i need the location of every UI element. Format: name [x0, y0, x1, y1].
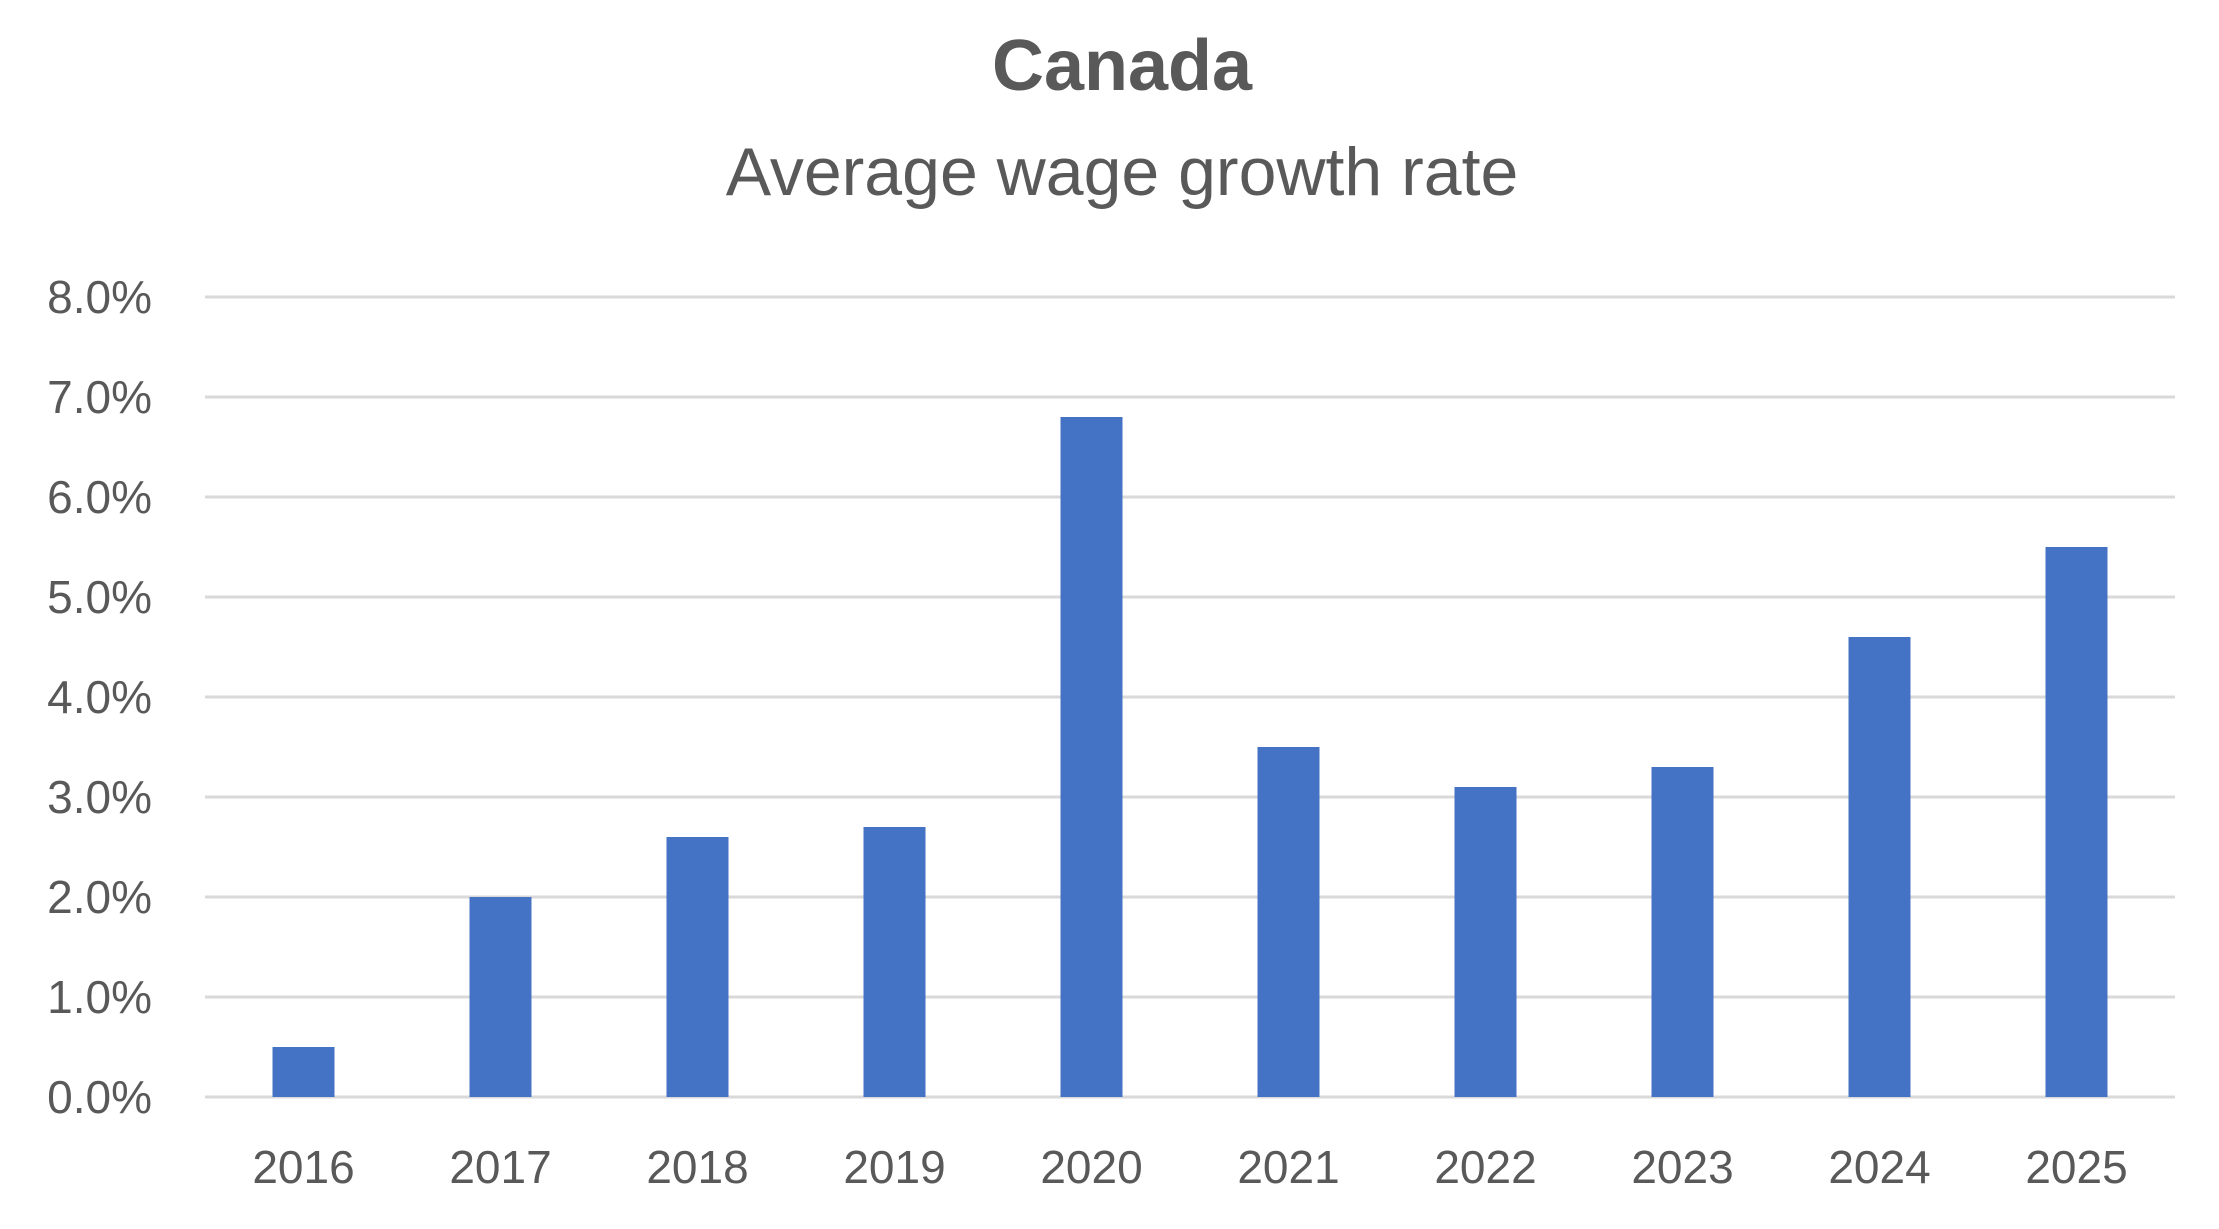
bar-2025: [2045, 547, 2108, 1097]
x-tick-label-2017: 2017: [449, 1141, 551, 1193]
bar-2022: [1454, 787, 1517, 1097]
y-tick-label-4: 4.0%: [47, 671, 152, 723]
x-tick-label-2021: 2021: [1237, 1141, 1339, 1193]
y-tick-label-5: 5.0%: [47, 571, 152, 623]
chart-subtitle: Average wage growth rate: [726, 134, 1519, 210]
chart-title: Canada: [992, 26, 1253, 106]
y-tick-label-8: 8.0%: [47, 271, 152, 323]
x-tick-label-2025: 2025: [2025, 1141, 2127, 1193]
bar-2016: [272, 1047, 335, 1097]
bar-2023: [1651, 767, 1714, 1097]
x-axis-tick-labels: 2016 2017 2018 2019 2020 2021 2022 2023 2024 2025: [252, 1141, 2127, 1193]
bar-2021: [1257, 747, 1320, 1097]
bar-2019: [863, 827, 926, 1097]
y-tick-label-2: 2.0%: [47, 871, 152, 923]
bar-2020: [1060, 417, 1123, 1097]
gridlines: [205, 295, 2175, 1099]
y-tick-label-1: 1.0%: [47, 971, 152, 1023]
bar-2024: [1848, 637, 1911, 1097]
x-tick-label-2022: 2022: [1434, 1141, 1536, 1193]
x-tick-label-2024: 2024: [1828, 1141, 1930, 1193]
y-tick-label-0: 0.0%: [47, 1071, 152, 1123]
bar-2018: [666, 837, 729, 1097]
y-tick-label-6: 6.0%: [47, 471, 152, 523]
y-tick-label-3: 3.0%: [47, 771, 152, 823]
x-tick-label-2023: 2023: [1631, 1141, 1733, 1193]
x-tick-label-2018: 2018: [646, 1141, 748, 1193]
x-tick-label-2016: 2016: [252, 1141, 354, 1193]
y-axis-tick-labels: 0.0% 1.0% 2.0% 3.0% 4.0% 5.0% 6.0% 7.0% 8.0%: [47, 271, 152, 1123]
bar-2017: [469, 897, 532, 1097]
bars: [272, 417, 2108, 1097]
y-tick-label-7: 7.0%: [47, 371, 152, 423]
x-tick-label-2020: 2020: [1040, 1141, 1142, 1193]
x-tick-label-2019: 2019: [843, 1141, 945, 1193]
